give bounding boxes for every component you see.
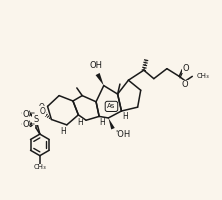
Text: O: O <box>38 103 44 112</box>
Polygon shape <box>95 73 104 86</box>
Text: =: = <box>21 111 26 116</box>
Text: O: O <box>39 107 45 116</box>
Text: H: H <box>60 127 66 136</box>
Text: CH₃: CH₃ <box>34 164 46 170</box>
Text: S: S <box>33 115 39 124</box>
Text: O: O <box>22 110 29 119</box>
Text: As: As <box>107 103 116 109</box>
Text: H: H <box>123 112 128 121</box>
Text: O: O <box>22 120 29 129</box>
Text: O: O <box>182 64 189 73</box>
Text: =: = <box>30 112 35 117</box>
Polygon shape <box>108 118 115 129</box>
Text: O: O <box>181 80 188 89</box>
Text: OH: OH <box>89 61 103 70</box>
Text: O: O <box>25 120 30 129</box>
Text: S: S <box>33 115 39 124</box>
Text: =: = <box>21 123 26 128</box>
Text: H: H <box>99 118 105 127</box>
Text: O: O <box>25 110 30 119</box>
Text: S: S <box>33 115 39 124</box>
Text: =: = <box>30 122 35 127</box>
Text: H: H <box>77 118 83 127</box>
Text: 'OH: 'OH <box>115 130 131 139</box>
Text: CH₃: CH₃ <box>196 73 209 79</box>
